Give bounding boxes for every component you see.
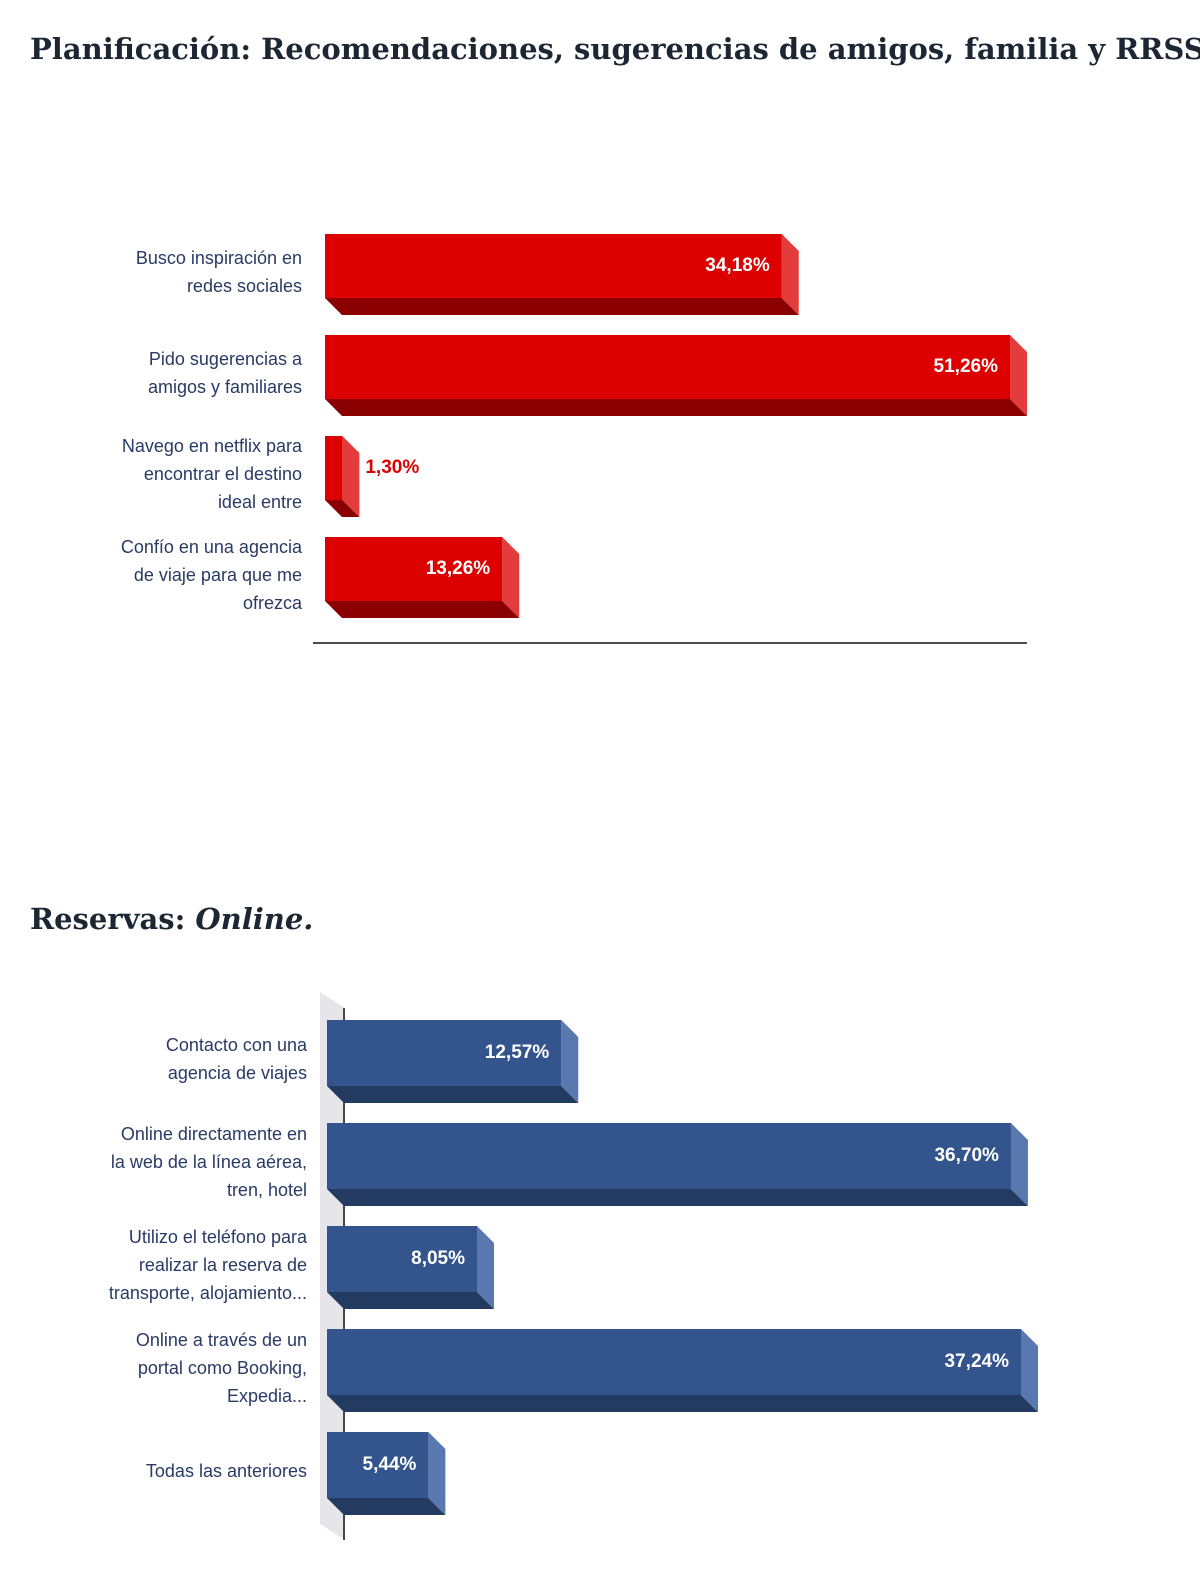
category-label: Contacto con una agencia de viajes: [165, 1035, 307, 1083]
bar-side: [781, 234, 799, 315]
bar-side: [428, 1432, 446, 1515]
bar-bottom: [325, 500, 360, 517]
bar: [327, 1329, 1038, 1412]
bar-front: [325, 537, 503, 601]
bar-front: [325, 436, 343, 500]
bar: [325, 436, 360, 517]
bar: [327, 1226, 495, 1309]
bar-side: [342, 436, 360, 517]
bar-bottom: [325, 399, 1027, 416]
data-label: 36,70%: [934, 1145, 999, 1166]
bar-bottom: [327, 1292, 495, 1309]
data-label: 12,57%: [485, 1042, 550, 1063]
category-label: Todas las anteriores: [145, 1461, 307, 1481]
bar-side: [502, 537, 520, 618]
bar-bottom: [327, 1086, 579, 1103]
category-label: Online a través de un portal como Bookin…: [135, 1330, 307, 1406]
heading-text: Reservas:: [30, 902, 186, 936]
bar-bottom: [327, 1498, 446, 1515]
section-heading: Reservas: Online.: [30, 902, 313, 936]
bar-front: [327, 1329, 1021, 1395]
bar-front: [325, 234, 782, 298]
bar: [327, 1020, 579, 1103]
bar-front: [327, 1226, 478, 1292]
bar: [325, 335, 1027, 416]
category-label: Busco inspiración en redes sociales: [135, 248, 302, 296]
bar-side: [1010, 335, 1027, 416]
data-label: 34,18%: [705, 255, 770, 276]
bar-bottom: [325, 601, 520, 618]
heading-emphasis: Online.: [195, 902, 314, 936]
bar-side: [477, 1226, 495, 1309]
bar-side: [1021, 1329, 1038, 1412]
category-label: Utilizo el teléfono para realizar la res…: [108, 1227, 307, 1303]
data-label: 8,05%: [411, 1248, 465, 1269]
bar: [327, 1123, 1028, 1206]
data-label: 5,44%: [363, 1454, 417, 1475]
bar: [327, 1432, 446, 1515]
bar: [325, 234, 799, 315]
bar-side: [561, 1020, 579, 1103]
bar-side: [1010, 1123, 1028, 1206]
category-label: Navego en netflix para encontrar el dest…: [121, 436, 302, 512]
bar-bottom: [327, 1395, 1038, 1412]
bar-front: [327, 1020, 562, 1086]
data-label: 1,30%: [365, 457, 419, 478]
category-label: Pido sugerencias a amigos y familiares: [147, 349, 302, 397]
bar-bottom: [325, 298, 799, 315]
bar: [325, 537, 520, 618]
bar-front: [327, 1123, 1011, 1189]
bar-bottom: [327, 1189, 1028, 1206]
category-label: Confío en una agencia de viaje para que …: [120, 537, 302, 613]
category-label: Online directamente en la web de la líne…: [110, 1124, 307, 1200]
bar-front: [327, 1432, 429, 1498]
data-label: 51,26%: [934, 356, 999, 377]
data-label: 13,26%: [426, 558, 491, 579]
bar-front: [325, 335, 1010, 399]
section-heading: Planificación: Recomendaciones, sugerenc…: [30, 32, 1200, 66]
data-label: 37,24%: [945, 1351, 1010, 1372]
